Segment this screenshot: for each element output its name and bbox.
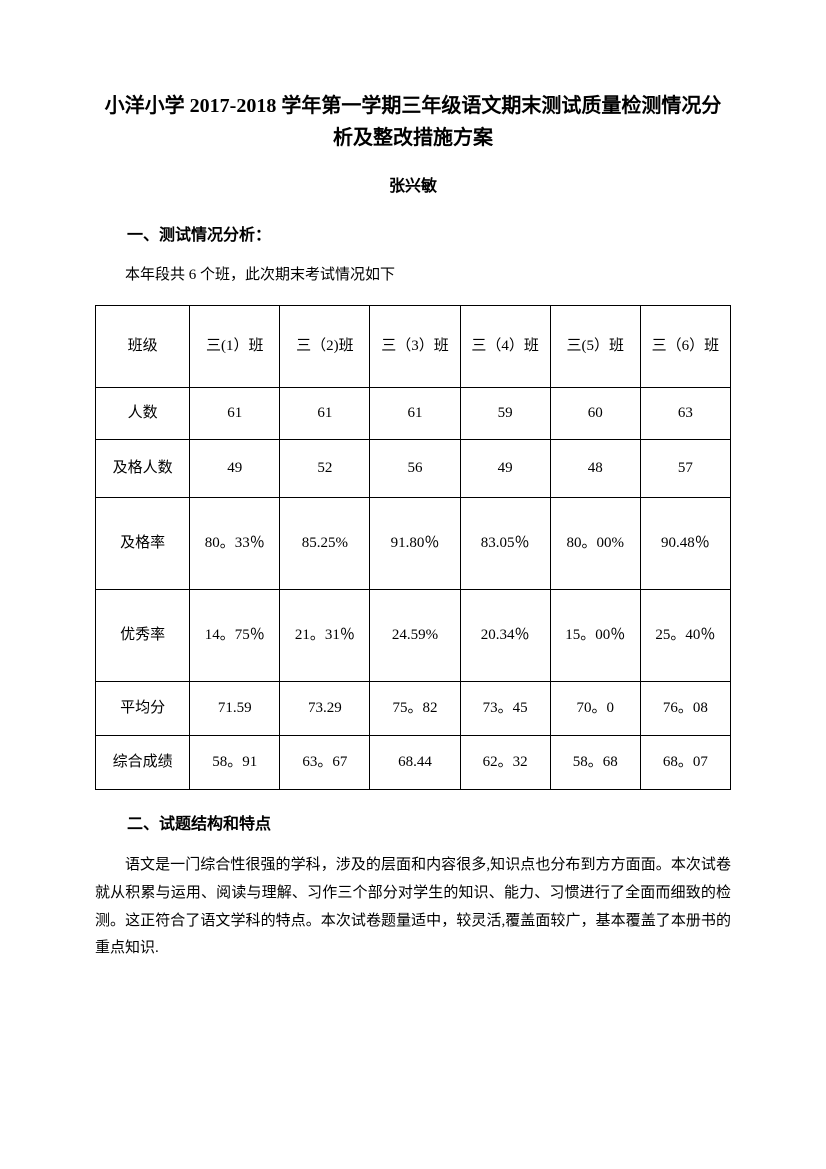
- row-label: 综合成绩: [96, 736, 190, 790]
- table-cell: 63。67: [280, 736, 370, 790]
- table-cell: 73.29: [280, 682, 370, 736]
- table-cell: 57: [640, 440, 730, 498]
- section-1-heading: 一、测试情况分析：: [95, 221, 731, 245]
- table-row: 优秀率 14。75％ 21。31％ 24.59% 20.34％ 15。00％ 2…: [96, 590, 731, 682]
- intro-text: 本年段共 6 个班，此次期末考试情况如下: [95, 263, 731, 287]
- table-cell: 48: [550, 440, 640, 498]
- document-title: 小洋小学 2017-2018 学年第一学期三年级语文期末测试质量检测情况分析及整…: [95, 90, 731, 154]
- table-cell: 49: [190, 440, 280, 498]
- table-cell: 59: [460, 388, 550, 440]
- table-cell: 80。33％: [190, 498, 280, 590]
- table-header-cell: 三(5）班: [550, 306, 640, 388]
- table-cell: 71.59: [190, 682, 280, 736]
- table-cell: 52: [280, 440, 370, 498]
- row-label: 优秀率: [96, 590, 190, 682]
- table-cell: 62。32: [460, 736, 550, 790]
- table-cell: 21。31％: [280, 590, 370, 682]
- table-cell: 60: [550, 388, 640, 440]
- table-row: 及格人数 49 52 56 49 48 57: [96, 440, 731, 498]
- table-header-cell: 三（6）班: [640, 306, 730, 388]
- table-row: 综合成绩 58。91 63。67 68.44 62。32 58。68 68。07: [96, 736, 731, 790]
- table-cell: 15。00％: [550, 590, 640, 682]
- table-cell: 85.25%: [280, 498, 370, 590]
- table-cell: 25。40％: [640, 590, 730, 682]
- table-cell: 63: [640, 388, 730, 440]
- table-header-cell: 三（3）班: [370, 306, 460, 388]
- table-cell: 58。91: [190, 736, 280, 790]
- table-header-cell: 三（2)班: [280, 306, 370, 388]
- row-label: 及格率: [96, 498, 190, 590]
- table-cell: 56: [370, 440, 460, 498]
- table-cell: 76。08: [640, 682, 730, 736]
- row-label: 人数: [96, 388, 190, 440]
- table-cell: 70。0: [550, 682, 640, 736]
- score-table: 班级 三(1）班 三（2)班 三（3）班 三（4）班 三(5）班 三（6）班 人…: [95, 305, 731, 790]
- table-cell: 14。75％: [190, 590, 280, 682]
- row-label: 及格人数: [96, 440, 190, 498]
- table-cell: 49: [460, 440, 550, 498]
- table-row: 平均分 71.59 73.29 75。82 73。45 70。0 76。08: [96, 682, 731, 736]
- table-header-cell: 三（4）班: [460, 306, 550, 388]
- table-cell: 73。45: [460, 682, 550, 736]
- section-2-heading: 二、试题结构和特点: [95, 810, 731, 834]
- table-cell: 80。00%: [550, 498, 640, 590]
- table-cell: 61: [190, 388, 280, 440]
- table-cell: 61: [370, 388, 460, 440]
- table-header-cell: 班级: [96, 306, 190, 388]
- table-cell: 20.34％: [460, 590, 550, 682]
- table-cell: 91.80％: [370, 498, 460, 590]
- table-cell: 75。82: [370, 682, 460, 736]
- row-label: 平均分: [96, 682, 190, 736]
- table-cell: 83.05％: [460, 498, 550, 590]
- body-paragraph: 语文是一门综合性很强的学科，涉及的层面和内容很多,知识点也分布到方方面面。本次试…: [95, 852, 731, 963]
- table-cell: 90.48％: [640, 498, 730, 590]
- table-cell: 24.59%: [370, 590, 460, 682]
- table-header-cell: 三(1）班: [190, 306, 280, 388]
- table-row: 及格率 80。33％ 85.25% 91.80％ 83.05％ 80。00% 9…: [96, 498, 731, 590]
- table-cell: 68。07: [640, 736, 730, 790]
- table-row: 人数 61 61 61 59 60 63: [96, 388, 731, 440]
- table-cell: 68.44: [370, 736, 460, 790]
- table-header-row: 班级 三(1）班 三（2)班 三（3）班 三（4）班 三(5）班 三（6）班: [96, 306, 731, 388]
- table-cell: 58。68: [550, 736, 640, 790]
- table-cell: 61: [280, 388, 370, 440]
- author-name: 张兴敏: [95, 172, 731, 196]
